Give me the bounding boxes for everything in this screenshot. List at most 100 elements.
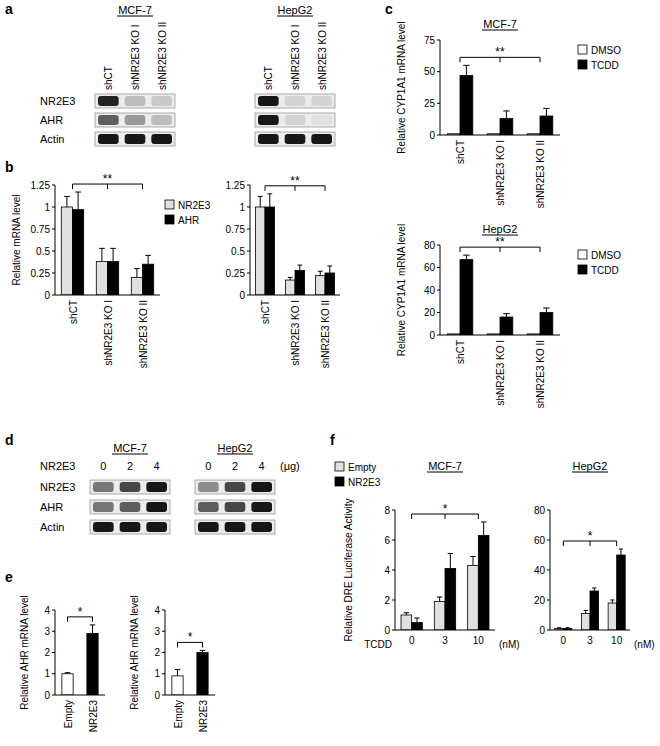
y-tick — [547, 570, 550, 571]
y-axis — [440, 40, 441, 135]
error-bar — [200, 650, 206, 652]
y-tick-label: 0.5 — [231, 246, 245, 257]
row-label: Actin — [40, 133, 64, 145]
y-tick-label: 2 — [154, 647, 160, 658]
blot-band — [93, 502, 114, 512]
y-tick-label: 4 — [154, 605, 160, 616]
error-line — [473, 557, 474, 566]
x-tick-label: Empty — [63, 700, 74, 728]
error-line — [177, 670, 178, 676]
error-cap — [584, 610, 588, 611]
blot-band — [120, 502, 141, 512]
plot-area — [255, 194, 334, 295]
chart: Relative AHR mRNA level01234EmptyNR2E3* — [129, 595, 215, 732]
blot-strip — [95, 113, 175, 127]
error-cap — [619, 549, 623, 550]
y-tick — [52, 695, 55, 696]
error-cap — [543, 108, 549, 109]
y-tick-label: 80 — [534, 505, 546, 516]
y-tick — [52, 229, 55, 230]
chart: Relative AHR mRNA level01234EmptyNR2E3* — [19, 595, 105, 732]
error-line — [320, 271, 321, 275]
title-underline — [572, 472, 608, 473]
y-tick — [247, 185, 250, 186]
x-axis — [55, 295, 160, 296]
blot-band — [225, 502, 246, 512]
error-bar — [65, 673, 71, 674]
blot-band — [251, 502, 272, 512]
bar — [172, 676, 183, 695]
blot-band — [311, 96, 332, 106]
chart: HepG20204060800310(nM)* — [534, 460, 655, 650]
y-tick — [247, 207, 250, 208]
blot-band — [120, 522, 141, 532]
y-tick-label: 40 — [424, 285, 436, 296]
bar — [62, 674, 73, 695]
blot-band — [146, 502, 167, 512]
blot-band — [198, 522, 219, 532]
bar — [608, 603, 617, 630]
error-cap — [65, 672, 71, 673]
y-tick-label: 60 — [534, 535, 546, 546]
panel-label: d — [5, 432, 14, 448]
error-cap — [175, 669, 181, 670]
bar — [445, 569, 456, 631]
x-axis — [250, 295, 340, 296]
blot-title: MCF-7 — [113, 442, 147, 454]
y-tick — [437, 103, 440, 104]
blot-strip — [195, 520, 275, 534]
row-label: NR2E3 — [40, 481, 75, 493]
error-bar — [610, 600, 614, 603]
blot-band — [258, 96, 279, 106]
blot-band — [285, 96, 306, 106]
bar — [478, 536, 489, 631]
y-tick — [547, 630, 550, 631]
bracket-drop — [142, 184, 143, 189]
y-tick — [162, 631, 165, 632]
chart: MCF-7Relative DRE Luciferase Activity024… — [335, 460, 520, 650]
y-tick-label: 25 — [424, 98, 436, 109]
legend-label: TCDD — [591, 265, 619, 276]
chart-title: HepG2 — [483, 223, 518, 235]
bracket-drop — [540, 247, 541, 252]
legend-label: DMSO — [591, 250, 621, 261]
y-axis-label: Relative DRE Luciferase Activity — [343, 499, 354, 642]
x-tick-label: 10 — [473, 635, 485, 646]
y-tick — [437, 71, 440, 72]
error-bar — [288, 277, 293, 280]
y-tick — [52, 295, 55, 296]
y-axis-label: Relative AHR mRNA level — [129, 595, 140, 709]
y-tick — [437, 245, 440, 246]
y-tick-label: 1 — [239, 202, 245, 213]
x-tick-label: shCT — [68, 300, 79, 324]
y-tick-label: 20 — [534, 595, 546, 606]
error-cap — [470, 556, 475, 557]
y-tick-label: 1 — [154, 668, 160, 679]
y-tick-label: 2 — [384, 595, 390, 606]
error-bar — [327, 266, 332, 273]
y-tick-label: 3 — [154, 626, 160, 637]
bracket-drop — [616, 541, 617, 546]
error-line — [78, 192, 79, 210]
error-cap — [64, 196, 70, 197]
panel-label: c — [385, 1, 393, 17]
plot-area — [61, 192, 153, 295]
plot-area — [555, 549, 625, 630]
y-tick-label: 0 — [239, 290, 245, 301]
y-tick-label: 50 — [424, 66, 436, 77]
blot-band — [98, 115, 119, 125]
y-tick — [437, 335, 440, 336]
legend-label: NR2E3 — [178, 200, 211, 211]
error-line — [92, 625, 93, 634]
y-tick — [52, 652, 55, 653]
error-cap — [481, 522, 486, 523]
legend-label: NR2E3 — [348, 477, 381, 488]
error-cap — [404, 612, 409, 613]
error-bar — [470, 557, 475, 566]
bar — [540, 313, 553, 336]
blot-band — [93, 482, 114, 492]
lane-label: 2 — [232, 460, 238, 472]
blot-band — [125, 96, 146, 106]
chart-title: MCF-7 — [483, 18, 517, 30]
error-line — [506, 111, 507, 119]
